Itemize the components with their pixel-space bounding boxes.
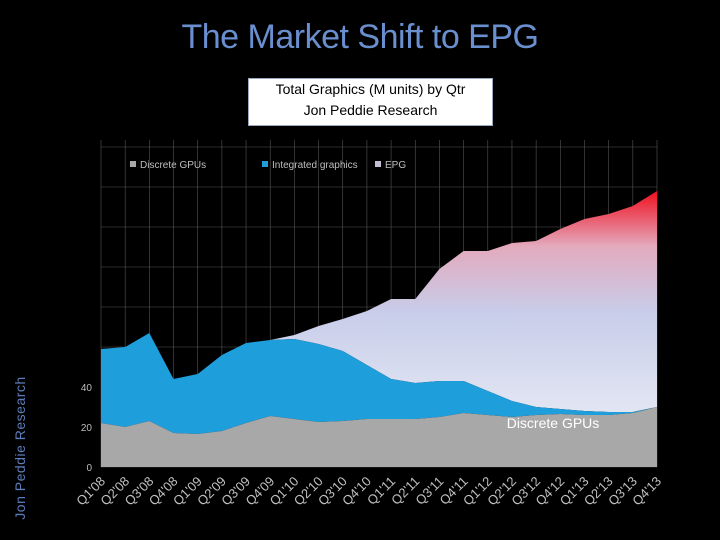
area-epg	[101, 191, 657, 412]
x-axis-ticks: Q1'08Q2'08Q3'08Q4'08Q1'09Q2'09Q3'09Q4'09…	[73, 474, 664, 509]
legend-swatch	[262, 161, 268, 167]
y-tick-label: 20	[81, 423, 93, 434]
y-tick-label: 40	[81, 383, 93, 394]
annotation-discrete-gpus: Discrete GPUs	[507, 415, 600, 431]
area-integrated-graphics	[101, 333, 657, 434]
y-tick-label: 0	[86, 463, 92, 474]
chart-subtitle: Jon Peddie Research	[303, 102, 438, 118]
legend: Discrete GPUs Integrated graphics EPG	[130, 160, 406, 171]
legend-swatch	[130, 161, 136, 167]
plot-areas	[101, 191, 657, 467]
legend-label: Integrated graphics	[272, 160, 358, 171]
chart-title: Total Graphics (M units) by Qtr	[275, 81, 466, 97]
chart-title-box: Total Graphics (M units) by Qtr Jon Pedd…	[248, 78, 493, 126]
y-axis-ticks: 0 20 40	[81, 383, 93, 474]
legend-swatch	[375, 161, 381, 167]
legend-label: Discrete GPUs	[140, 160, 206, 171]
area-discrete-gpus	[101, 407, 657, 467]
legend-label: EPG	[385, 160, 406, 171]
slide-title: The Market Shift to EPG	[181, 18, 539, 56]
